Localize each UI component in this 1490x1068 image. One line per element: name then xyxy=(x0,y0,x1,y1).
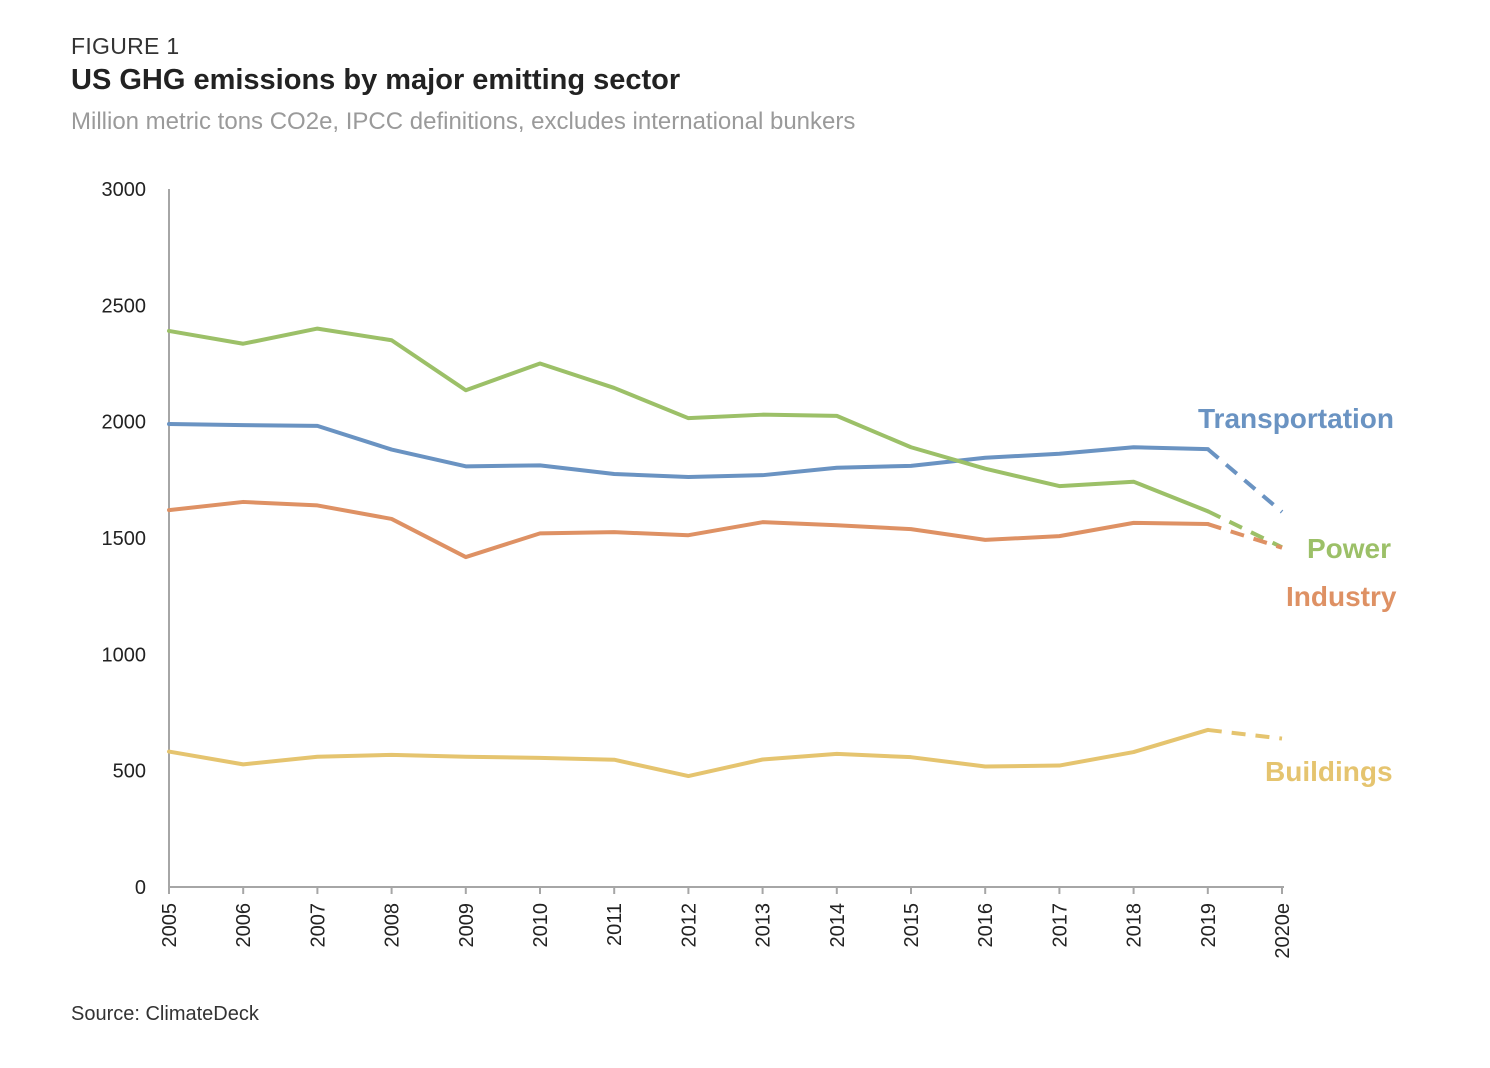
series-line-buildings-estimate xyxy=(1207,727,1283,741)
series-label-transportation: Transportation xyxy=(1198,403,1394,434)
y-tick-label: 500 xyxy=(113,761,146,783)
chart-axes: 0 500 1000 1500 2000 2500 3000 2005 2006 2007 2008… xyxy=(102,179,1295,959)
x-tick-label: 2013 xyxy=(753,903,775,948)
series-line-industry-estimate xyxy=(1207,522,1283,550)
x-tick-label: 2016 xyxy=(975,903,997,948)
x-tick-label: 2006 xyxy=(233,903,255,948)
series-line-power xyxy=(167,326,1210,514)
x-tick-label: 2012 xyxy=(678,903,700,948)
y-tick-label: 2500 xyxy=(102,295,147,317)
series-label-power: Power xyxy=(1307,533,1391,564)
x-tick-label: 2007 xyxy=(307,903,329,948)
series-label-industry: Industry xyxy=(1286,581,1397,612)
series-lines xyxy=(167,326,1284,779)
x-tick-label: 2015 xyxy=(901,903,923,948)
x-tick-label: 2005 xyxy=(159,903,181,948)
chart-title: US GHG emissions by major emitting secto… xyxy=(71,64,681,96)
y-tick-label: 2000 xyxy=(102,412,147,434)
series-line-buildings xyxy=(167,727,1210,779)
y-tick-label: 0 xyxy=(135,877,146,899)
x-tick-label: 2010 xyxy=(530,903,552,948)
x-tick-label: 2014 xyxy=(827,903,849,948)
x-tick-label: 2011 xyxy=(604,903,626,946)
chart-subtitle: Million metric tons CO2e, IPCC definitio… xyxy=(71,108,856,135)
source-note: Source: ClimateDeck xyxy=(71,1003,259,1025)
x-tick-label: 2020e xyxy=(1272,903,1294,959)
y-tick-label: 1000 xyxy=(102,644,147,666)
figure-label: FIGURE 1 xyxy=(71,33,180,59)
x-tick-label: 2008 xyxy=(382,903,404,948)
series-line-industry xyxy=(167,499,1210,560)
x-tick-label: 2019 xyxy=(1198,903,1220,948)
x-tick-label: 2018 xyxy=(1124,903,1146,948)
y-tick-label: 1500 xyxy=(102,528,147,550)
series-line-power-estimate xyxy=(1206,509,1283,550)
y-tick-label: 3000 xyxy=(102,179,147,201)
series-label-buildings: Buildings xyxy=(1265,756,1393,787)
x-tick-label: 2009 xyxy=(456,903,478,948)
x-tick-label: 2017 xyxy=(1049,903,1071,948)
series-line-transportation xyxy=(167,421,1210,480)
series-labels: Transportation Power Industry Buildings xyxy=(1198,403,1397,787)
series-line-transportation-estimate xyxy=(1206,447,1284,514)
